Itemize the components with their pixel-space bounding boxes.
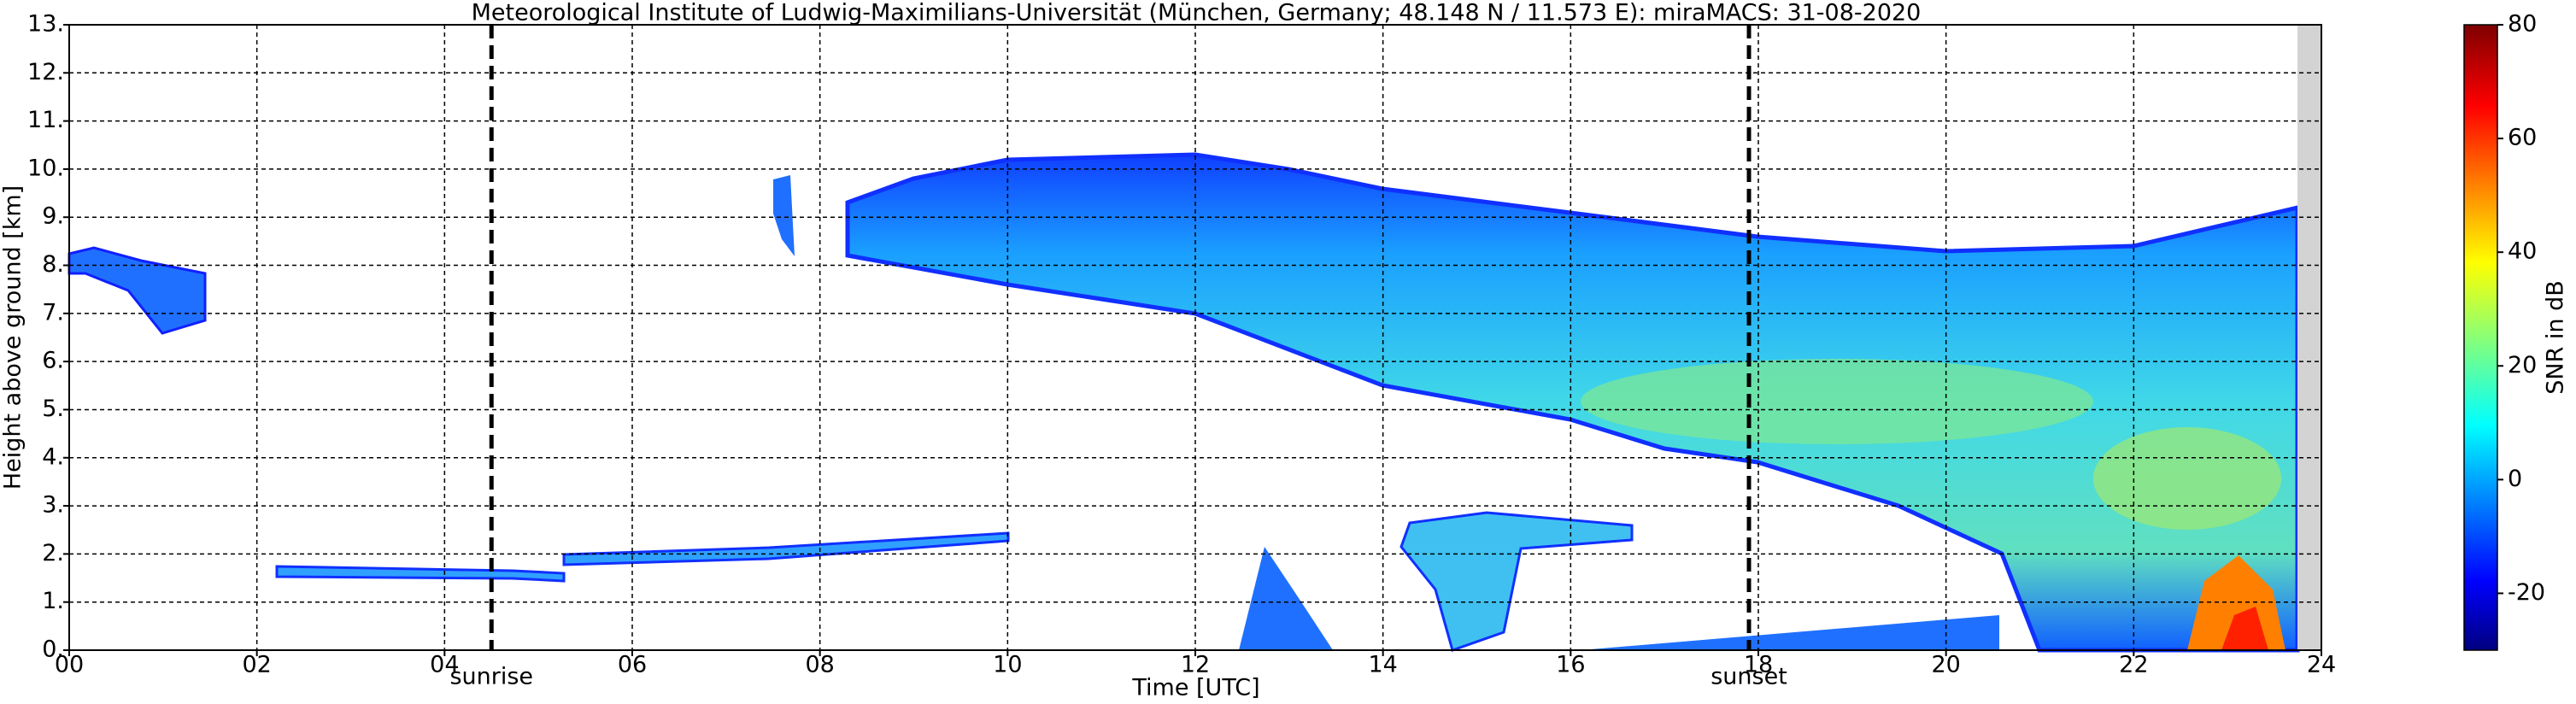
echo-core bbox=[1581, 359, 2093, 444]
x-tick-label: 16 bbox=[1556, 652, 1585, 678]
y-tick-label: 2. bbox=[42, 540, 64, 566]
echo-layer bbox=[1399, 511, 1634, 652]
colorbar-tick-label: 0 bbox=[2508, 466, 2522, 492]
echo-low bbox=[1581, 615, 1999, 650]
x-tick-label: 02 bbox=[242, 652, 271, 678]
x-tick-label: 24 bbox=[2307, 652, 2336, 678]
colorbar-frame bbox=[2463, 24, 2498, 651]
echo-low bbox=[1239, 547, 1333, 650]
echo-cirrus bbox=[67, 246, 207, 335]
no-data bbox=[2297, 25, 2321, 650]
y-tick-label: 10. bbox=[27, 155, 64, 181]
echo-rain bbox=[2221, 607, 2268, 650]
echo-layer bbox=[275, 565, 566, 583]
colorbar-label: SNR in dB bbox=[2543, 280, 2569, 395]
y-tick-label: 13. bbox=[27, 11, 64, 38]
y-tick-label: 9. bbox=[42, 203, 64, 230]
y-tick-label: 0. bbox=[42, 637, 64, 663]
echo-core bbox=[2093, 427, 2281, 530]
x-tick-label: 22 bbox=[2119, 652, 2148, 678]
x-tick-label: 12 bbox=[1181, 652, 1210, 678]
colorbar-tick-label: 80 bbox=[2508, 11, 2537, 38]
y-tick-label: 12. bbox=[27, 59, 64, 85]
echo-layer bbox=[562, 531, 1010, 566]
echo-field bbox=[67, 25, 2321, 653]
y-tick-label: 6. bbox=[42, 348, 64, 374]
y-tick-label: 8. bbox=[42, 251, 64, 278]
x-tick-label: 20 bbox=[1931, 652, 1960, 678]
y-tick-label: 1. bbox=[42, 588, 64, 614]
x-tick-label: 18 bbox=[1744, 652, 1773, 678]
echo-cirrus bbox=[773, 175, 795, 256]
x-tick-label: 08 bbox=[805, 652, 834, 678]
plot-frame bbox=[68, 24, 2322, 651]
x-tick-label: 00 bbox=[55, 652, 84, 678]
y-tick-label: 7. bbox=[42, 299, 64, 326]
y-axis-label: Height above ground [km] bbox=[0, 185, 26, 490]
colorbar-tick-label: -20 bbox=[2508, 579, 2545, 606]
annotation-label: sunset bbox=[1710, 664, 1787, 690]
y-tick-label: 4. bbox=[42, 443, 64, 470]
x-tick-label: 14 bbox=[1368, 652, 1397, 678]
y-tick-label: 5. bbox=[42, 396, 64, 422]
x-tick-label: 06 bbox=[618, 652, 647, 678]
x-tick-label: 10 bbox=[993, 652, 1022, 678]
y-tick-label: 11. bbox=[27, 107, 64, 133]
colorbar bbox=[2464, 25, 2497, 650]
y-tick-label: 3. bbox=[42, 492, 64, 519]
annotation-label: sunrise bbox=[449, 664, 533, 690]
colorbar-tick-label: 40 bbox=[2508, 238, 2537, 265]
colorbar-tick-label: 60 bbox=[2508, 125, 2537, 151]
x-axis-label: Time [UTC] bbox=[1131, 675, 1259, 701]
x-tick-label: 04 bbox=[430, 652, 459, 678]
colorbar-tick-label: 20 bbox=[2508, 352, 2537, 378]
chart-title: Meteorological Institute of Ludwig-Maxim… bbox=[472, 0, 1922, 26]
